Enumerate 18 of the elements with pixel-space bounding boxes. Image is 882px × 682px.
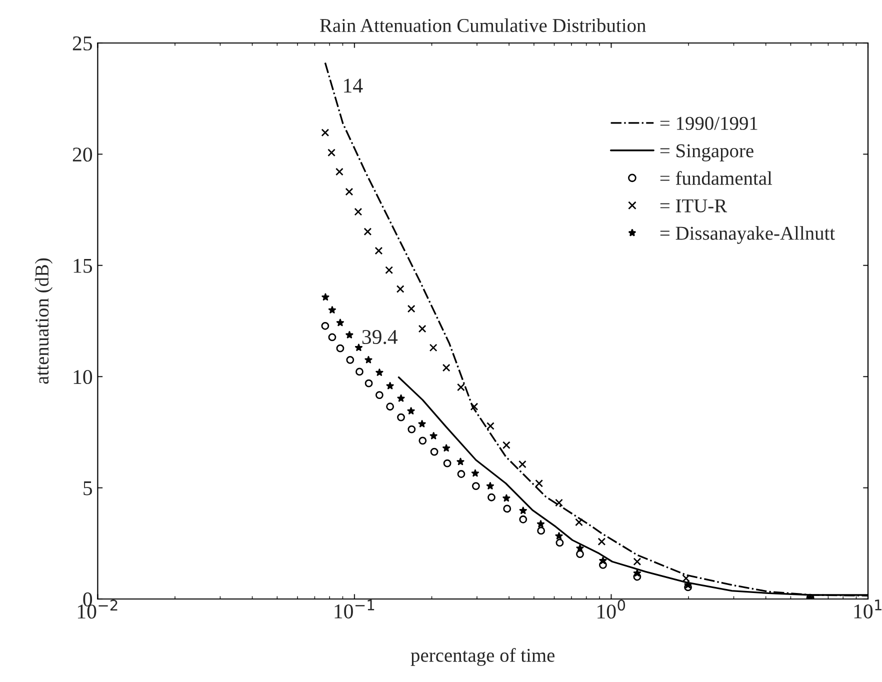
x-axis-title: percentage of time — [410, 648, 555, 666]
y-tick-label: 20 — [72, 148, 92, 162]
x-tick-label: 10$^{1}$ — [854, 600, 882, 618]
annotation: 14 — [344, 78, 363, 92]
legend-label: = fundamental — [660, 171, 772, 185]
x-tick-label: 10$^{0}$ — [598, 600, 626, 619]
legend-label: = Dissanayake-Allnutt — [660, 226, 835, 244]
y-tick-label: 10 — [74, 370, 92, 384]
legend-label: = 1990/1991 — [660, 116, 758, 130]
y-axis-title: attenuation (dB) — [34, 258, 53, 384]
y-tick-label: 5 — [84, 481, 92, 496]
annotation: 39.4 — [362, 330, 398, 344]
y-tick-label: 25 — [72, 36, 92, 50]
chart-title: Rain Attenuation Cumulative Distribution — [320, 18, 646, 32]
y-tick-label: 15 — [74, 258, 92, 273]
legend-label: = ITU-R — [660, 199, 728, 212]
legend-label: = Singapore — [660, 144, 754, 162]
x-tick-label: 10$^{−1}$ — [334, 600, 374, 618]
